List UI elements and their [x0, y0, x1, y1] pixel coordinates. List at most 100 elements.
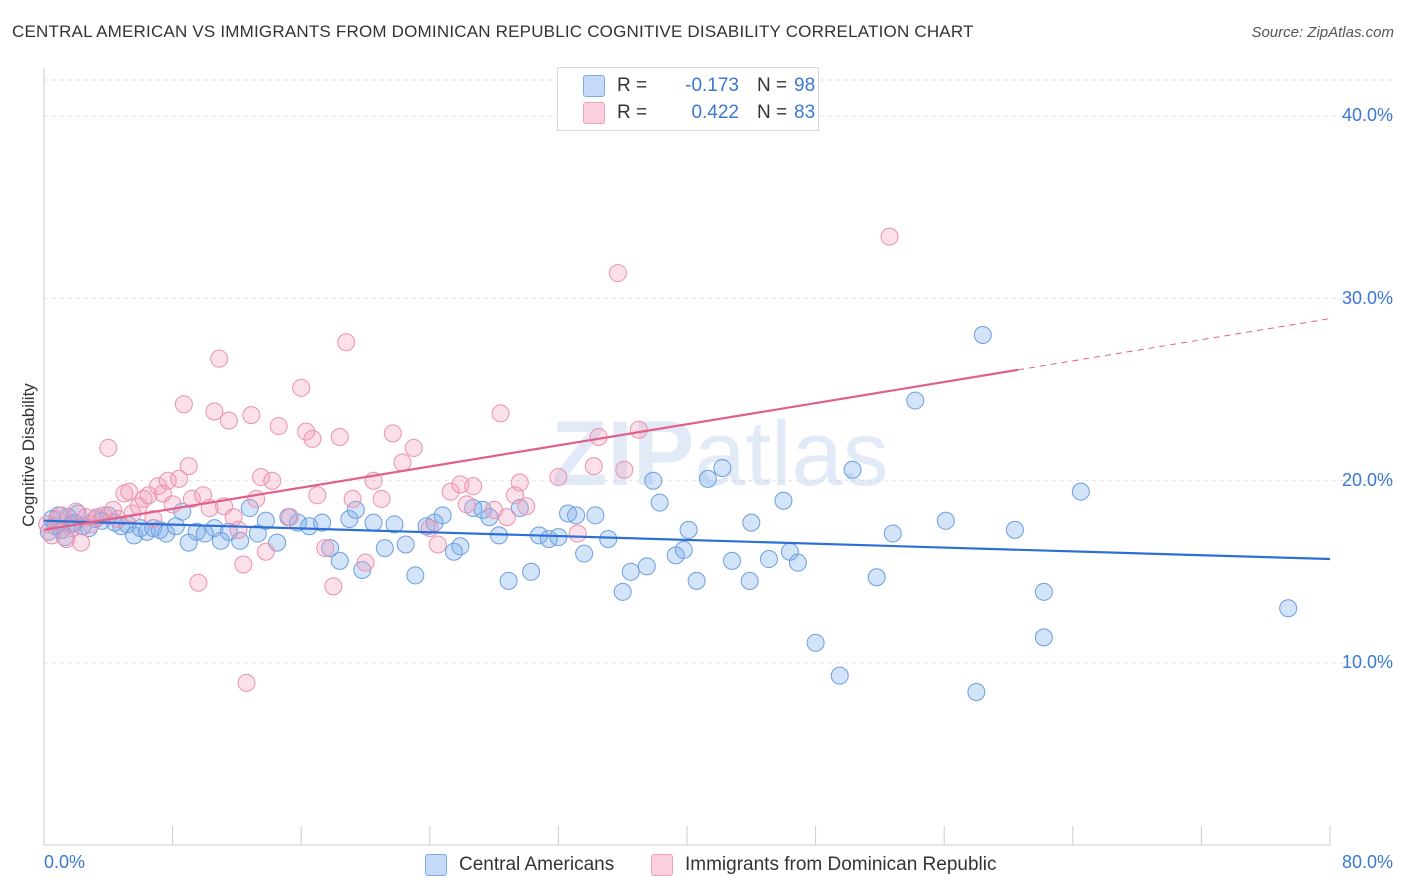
x-tick-label: 80.0%	[1341, 852, 1393, 872]
data-point-central-american	[613, 582, 632, 601]
data-point-central-american	[759, 550, 778, 569]
bottom-legend-dominican[interactable]: Immigrants from Dominican Republic	[651, 852, 997, 878]
legend-r-label: R =	[617, 102, 648, 123]
chart-title: CENTRAL AMERICAN VS IMMIGRANTS FROM DOMI…	[12, 22, 974, 41]
data-point-central-american	[723, 551, 742, 570]
data-point-dominican	[880, 227, 899, 246]
data-point-dominican	[263, 471, 282, 490]
data-point-dominican	[383, 424, 402, 443]
data-point-dominican	[428, 535, 447, 554]
data-point-central-american	[499, 571, 518, 590]
y-tick-label: 20.0%	[1341, 469, 1393, 490]
data-point-dominican	[182, 489, 201, 508]
legend-n-value: 98	[794, 75, 816, 96]
data-point-dominican	[615, 460, 634, 479]
data-point-dominican	[242, 406, 261, 425]
data-point-central-american	[1034, 582, 1053, 601]
trend-line-dominican-extension	[1018, 318, 1331, 371]
data-point-central-american	[713, 458, 732, 477]
data-point-dominican	[229, 520, 248, 539]
trend-line-central-americans	[43, 519, 1331, 561]
data-point-dominican	[252, 468, 271, 487]
data-point-central-american	[674, 540, 693, 559]
data-point-central-american	[599, 530, 618, 548]
legend-swatch-blue	[583, 75, 605, 97]
data-point-central-american	[385, 515, 404, 534]
data-points	[38, 227, 1298, 701]
data-point-dominican	[120, 482, 139, 501]
data-point-central-american	[364, 513, 383, 532]
data-point-central-american	[637, 557, 656, 576]
data-point-central-american	[936, 511, 955, 530]
data-point-dominican	[464, 477, 483, 496]
data-point-dominican	[324, 577, 343, 596]
data-point-central-american	[240, 499, 259, 518]
y-tick-label: 10.0%	[1341, 651, 1393, 672]
y-tick-label: 30.0%	[1341, 287, 1393, 308]
stats-legend: R = -0.173 N = 98 R = 0.422 N = 83	[557, 67, 819, 131]
data-point-dominican	[420, 519, 439, 538]
bottom-legend-central-americans[interactable]: Central Americans	[425, 852, 614, 878]
data-point-dominican	[71, 533, 90, 552]
grid-lines	[44, 79, 1392, 664]
legend-n-label: N =	[757, 102, 788, 123]
data-point-dominican	[343, 489, 362, 508]
legend-swatch-pink	[651, 854, 673, 876]
data-point-central-american	[883, 524, 902, 543]
data-point-dominican	[67, 502, 86, 521]
data-point-dominican	[441, 482, 460, 501]
data-point-dominican	[510, 473, 529, 492]
data-point-central-american	[321, 539, 340, 558]
data-point-dominican	[497, 508, 516, 527]
data-point-dominican	[210, 349, 229, 368]
data-point-dominican	[280, 508, 299, 527]
data-point-dominican	[584, 457, 603, 476]
data-point-dominican	[189, 573, 208, 592]
data-point-central-american	[433, 506, 452, 525]
data-point-central-american	[248, 524, 267, 543]
data-point-dominican	[316, 539, 335, 558]
trend-line-dominican	[43, 368, 1019, 531]
data-point-central-american	[687, 571, 706, 590]
data-point-central-american	[830, 666, 849, 685]
data-point-central-american	[1071, 482, 1090, 501]
data-point-central-american	[973, 326, 992, 344]
data-point-dominican	[219, 411, 238, 430]
data-point-dominican	[43, 526, 62, 545]
data-point-central-american	[1279, 599, 1298, 618]
data-point-central-american	[375, 539, 394, 558]
legend-n-value: 83	[794, 102, 816, 123]
data-point-central-american	[742, 513, 761, 532]
data-point-central-american	[967, 683, 986, 701]
data-point-dominican	[549, 468, 568, 487]
watermark: ZIPatlas	[551, 403, 888, 505]
data-point-dominican	[292, 378, 311, 397]
data-point-dominican	[234, 555, 253, 574]
data-point-dominican	[457, 495, 476, 514]
data-point-dominican	[608, 264, 627, 283]
data-point-dominican	[179, 457, 198, 476]
data-point-dominican	[393, 453, 412, 472]
data-point-dominican	[174, 395, 193, 414]
data-point-dominican	[170, 469, 189, 488]
data-point-central-american	[451, 537, 470, 556]
data-point-dominican	[99, 438, 118, 457]
data-point-central-american	[679, 520, 698, 539]
data-point-dominican	[629, 420, 648, 439]
legend-label: Immigrants from Dominican Republic	[685, 854, 997, 875]
data-point-dominican	[256, 542, 275, 561]
data-point-dominican	[205, 402, 224, 421]
data-point-central-american	[396, 535, 415, 554]
data-point-dominican	[372, 489, 391, 508]
data-point-dominican	[303, 429, 322, 448]
data-point-dominican	[297, 422, 316, 441]
data-point-dominican	[269, 417, 288, 436]
source-label: Source: ZipAtlas.com	[1251, 24, 1394, 41]
data-point-central-american	[1005, 520, 1024, 539]
data-point-central-american	[644, 471, 663, 490]
data-point-central-american	[1034, 628, 1053, 647]
y-axis-label: Cognitive Disability	[19, 383, 38, 527]
data-point-central-american	[843, 460, 862, 479]
data-point-dominican	[330, 428, 349, 446]
